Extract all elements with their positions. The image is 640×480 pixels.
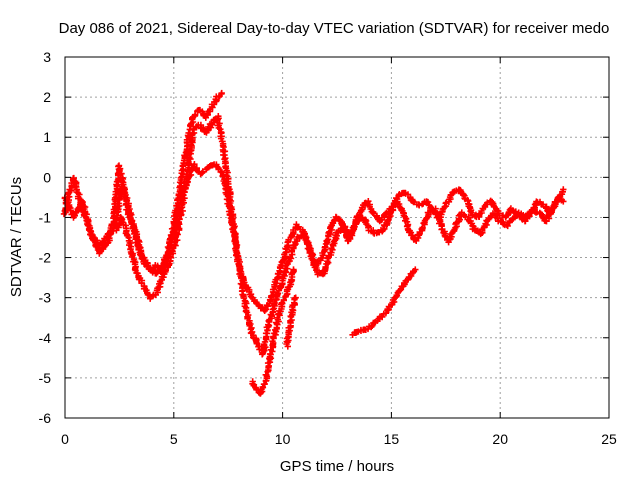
x-tick-label: 10	[275, 431, 291, 447]
data-marks	[60, 89, 567, 397]
y-axis-label: SDTVAR / TECUs	[8, 177, 25, 297]
chart-title: Day 086 of 2021, Sidereal Day-to-day VTE…	[59, 20, 610, 37]
y-tick-label: -2	[39, 250, 52, 266]
y-tick-label: -5	[39, 370, 52, 386]
x-tick-label: 5	[170, 431, 178, 447]
y-tick-label: 1	[43, 129, 51, 145]
plus-markers	[349, 266, 419, 338]
plus-markers	[113, 113, 567, 358]
series-track-3	[60, 89, 225, 277]
plus-markers	[249, 266, 297, 397]
x-tick-label: 20	[492, 431, 508, 447]
x-axis-label: GPS time / hours	[280, 458, 394, 475]
x-tick-label: 25	[601, 431, 617, 447]
y-tick-label: 0	[43, 169, 51, 185]
x-tick-labels: 0 5 10 15 20 25	[61, 431, 617, 447]
plus-markers	[60, 89, 225, 277]
y-tick-label: -1	[39, 209, 52, 225]
y-tick-label: -6	[39, 410, 52, 426]
y-tick-labels: -6 -5 -4 -3 -2 -1 0 1 2 3	[39, 49, 52, 426]
x-tick-label: 0	[61, 431, 69, 447]
series-track-5	[283, 294, 299, 350]
y-tick-label: -4	[39, 330, 52, 346]
y-tick-label: -3	[39, 290, 52, 306]
plot-frame	[64, 56, 610, 419]
series-track-2	[113, 113, 567, 358]
y-tick-label: 2	[43, 89, 51, 105]
series-track-6	[349, 266, 419, 338]
plus-markers	[283, 294, 299, 350]
y-tick-label: 3	[43, 49, 51, 65]
x-tick-label: 15	[384, 431, 400, 447]
axis-ticks	[64, 56, 610, 419]
series-track-4	[249, 266, 297, 397]
